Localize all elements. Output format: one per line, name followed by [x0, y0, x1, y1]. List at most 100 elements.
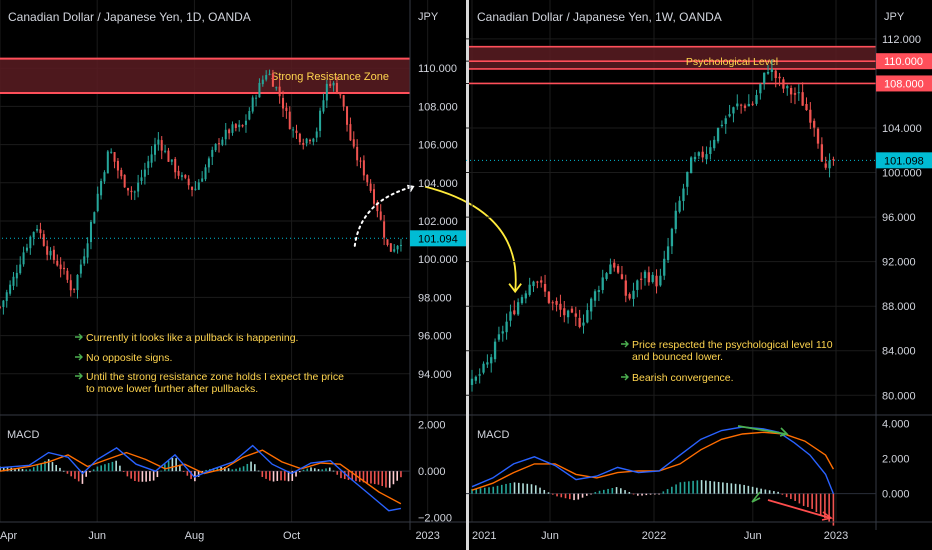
- macd-histogram-bar: [381, 471, 384, 487]
- candle-body: [83, 256, 86, 264]
- price-tick-label: 92.000: [882, 257, 916, 269]
- price-tick-label: 104.000: [882, 123, 922, 135]
- macd-histogram-bar: [164, 464, 166, 472]
- candle-body: [720, 124, 724, 126]
- macd-histogram-bar: [683, 481, 686, 494]
- candle-body: [288, 111, 291, 130]
- candle-body: [593, 291, 597, 301]
- right-level-tags: 110.000 108.000: [876, 53, 932, 92]
- candle-body: [52, 249, 55, 260]
- macd-histogram-bar: [471, 489, 473, 494]
- macd-histogram-bar: [811, 493, 813, 509]
- macd-histogram-bar: [785, 493, 788, 498]
- macd-histogram-bar: [709, 481, 711, 494]
- candle-body: [217, 143, 221, 145]
- macd-histogram-bar: [828, 493, 830, 522]
- last-price-tag-text: 101.098: [884, 155, 924, 167]
- candle-body: [736, 103, 739, 107]
- left-price-axis-ticks[interactable]: 94.000 96.000 98.000 100.000 102.000 104.000 1…: [418, 63, 458, 381]
- candle-body: [29, 236, 32, 249]
- candle-body: [59, 264, 62, 270]
- left-time-axis-ticks[interactable]: Apr Jun Aug Oct 2023: [0, 530, 440, 542]
- resistance-zone-fill: [0, 58, 410, 94]
- candle-body: [372, 189, 376, 204]
- price-tick-label: 94.000: [418, 369, 452, 381]
- candle-body: [543, 283, 547, 292]
- macd-histogram-bar: [764, 489, 767, 494]
- candle-body: [302, 142, 305, 145]
- candle-body: [170, 159, 173, 162]
- candle-body: [42, 234, 45, 246]
- macd-histogram-bar: [679, 482, 682, 494]
- right-annotations: Price respected the psychological level …: [621, 339, 833, 384]
- candle-body: [39, 229, 42, 234]
- candle-body: [0, 306, 2, 308]
- left-macd-label: MACD: [7, 429, 39, 441]
- annotation-arrow-icons: [75, 333, 83, 380]
- candle-body: [292, 129, 295, 131]
- macd-histogram-bar: [824, 493, 826, 519]
- candle-body: [778, 76, 781, 79]
- macd-histogram-bar: [479, 488, 482, 494]
- time-tick-label: Jun: [541, 530, 559, 542]
- right-chart-title: Canadian Dollar / Japanese Yen, 1W, OAND…: [477, 10, 722, 24]
- candle-body: [713, 139, 716, 149]
- macd-histogram-bar: [141, 471, 144, 482]
- annotation-arrow-icon: [621, 340, 629, 348]
- right-time-axis-ticks[interactable]: 2021 Jun 2022 Jun 2023: [472, 530, 848, 542]
- macd-histogram-bar: [190, 471, 192, 479]
- left-chart-panel[interactable]: Strong Resistance Zone Canadian Dollar /…: [0, 0, 522, 542]
- panel-divider[interactable]: [466, 0, 469, 550]
- candle-body: [701, 151, 704, 158]
- macd-histogram-bar: [377, 471, 380, 485]
- candle-body: [194, 188, 197, 190]
- macd-histogram-bar: [543, 489, 546, 494]
- annotation-line: Price respected the psychological level …: [632, 339, 833, 351]
- candle-body: [285, 107, 288, 111]
- macd-histogram-bar: [21, 468, 24, 472]
- macd-histogram-bar: [400, 471, 402, 478]
- macd-line: [0, 444, 402, 512]
- right-macd-pane: [466, 425, 876, 526]
- macd-histogram-bar: [551, 493, 554, 495]
- candle-body: [325, 83, 328, 101]
- candle-body: [805, 103, 808, 111]
- candle-body: [157, 139, 160, 145]
- macd-histogram-bar: [475, 488, 478, 494]
- time-tick-label: 2022: [642, 530, 666, 542]
- candle-body: [751, 103, 754, 105]
- candle-body: [9, 284, 12, 294]
- price-tick-label: 80.000: [882, 390, 916, 402]
- left-resistance-zone: Strong Resistance Zone: [0, 57, 410, 95]
- candle-body: [743, 105, 747, 108]
- candle-body: [547, 291, 551, 303]
- macd-histogram-bar: [492, 486, 495, 494]
- candle-body: [697, 152, 700, 156]
- macd-histogram-bar: [645, 493, 648, 496]
- candle-body: [73, 288, 76, 290]
- macd-histogram-bar: [14, 468, 16, 472]
- candle-body: [555, 300, 558, 305]
- candle-body: [362, 160, 365, 176]
- macd-histogram-bar: [568, 493, 571, 500]
- right-chart-panel[interactable]: Psychological Level Canadian Dollar / Ja…: [466, 0, 932, 542]
- macd-histogram-bar: [347, 471, 350, 480]
- macd-histogram-bar: [77, 471, 80, 482]
- macd-histogram-bar: [246, 463, 249, 472]
- macd-histogram-bar: [726, 482, 728, 494]
- annotation-arrow-icon: [75, 333, 83, 341]
- left-macd-pane: [0, 444, 410, 512]
- candle-body: [120, 170, 123, 177]
- macd-histogram-bar: [328, 467, 331, 472]
- annotation-line: and bounced lower.: [632, 351, 723, 363]
- macd-histogram-bar: [560, 493, 563, 498]
- candle-body: [76, 274, 79, 291]
- macd-histogram-bar: [513, 482, 516, 494]
- macd-histogram-bar: [239, 467, 241, 472]
- pullback-arrowhead: [406, 184, 415, 193]
- candle-body: [174, 158, 177, 173]
- price-tick-label: 102.000: [418, 216, 458, 228]
- psychological-zone-fill: [469, 46, 876, 69]
- candle-body: [636, 280, 639, 290]
